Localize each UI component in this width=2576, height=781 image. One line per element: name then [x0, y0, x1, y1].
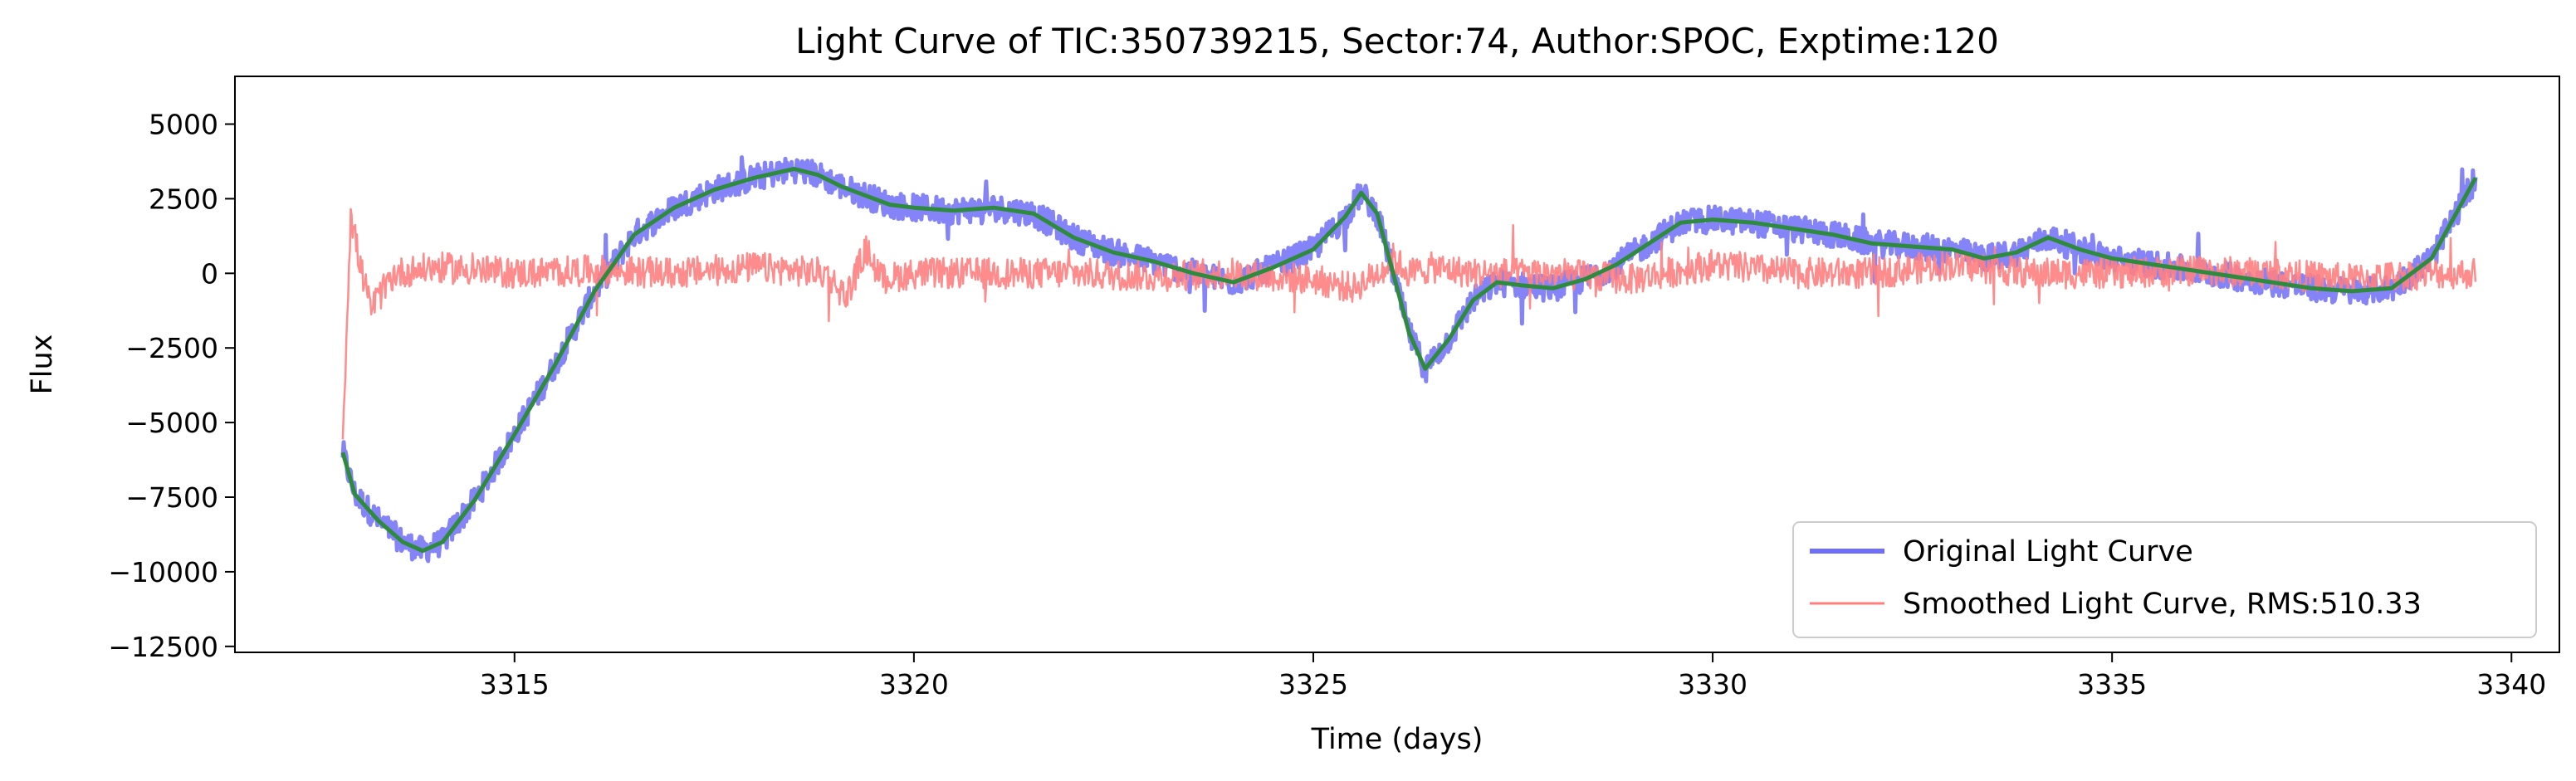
y-tick-label: −5000: [125, 407, 218, 439]
y-tick-label: 2500: [149, 183, 218, 215]
y-axis-label: Flux: [26, 334, 59, 395]
y-tick-label: −7500: [125, 481, 218, 514]
y-axis-ticks: 5000 2500 0 −2500 −5000 −7500 −10000 −12500: [108, 109, 235, 663]
x-tick-label: 3315: [480, 668, 550, 700]
y-tick-label: −2500: [125, 332, 218, 364]
plot-frame: [234, 76, 2560, 653]
x-tick-label: 3325: [1278, 668, 1348, 700]
chart-title: Light Curve of TIC:350739215, Sector:74,…: [795, 21, 1999, 61]
x-axis-ticks: 3315 3320 3325 3330 3335 3340: [480, 652, 2546, 700]
legend-label-smoothed: Smoothed Light Curve, RMS:510.33: [1903, 588, 2422, 621]
x-tick-label: 3335: [2077, 668, 2147, 700]
y-tick-label: 0: [201, 257, 218, 290]
series-layer: [340, 155, 2478, 564]
legend-label-original: Original Light Curve: [1903, 535, 2193, 569]
x-tick-label: 3340: [2476, 668, 2546, 700]
series-smoothed-light-curve: [341, 207, 2477, 440]
y-tick-label: −12500: [108, 631, 218, 663]
y-tick-label: −10000: [108, 556, 218, 588]
legend-box: [1792, 521, 2537, 638]
legend: Original Light Curve Smoothed Light Curv…: [1792, 521, 2537, 638]
y-tick-label: 5000: [149, 109, 218, 141]
x-axis-label: Time (days): [1311, 723, 1484, 756]
x-tick-label: 3320: [879, 668, 949, 700]
x-tick-label: 3330: [1678, 668, 1747, 700]
series-trend-line: [340, 167, 2478, 554]
